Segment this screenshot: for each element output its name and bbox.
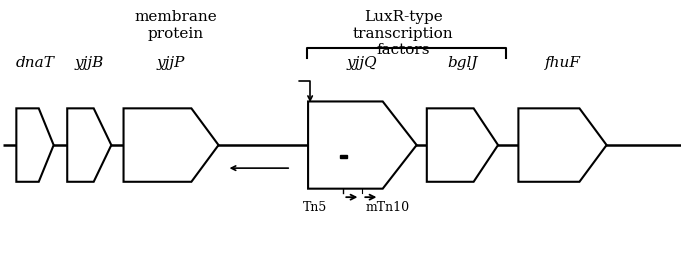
Point — [502, 66, 510, 69]
Text: dnaT: dnaT — [16, 56, 55, 70]
Polygon shape — [308, 101, 417, 189]
Polygon shape — [518, 108, 607, 182]
Text: yjjP: yjjP — [157, 56, 185, 70]
Text: LuxR-type
transcription
factors: LuxR-type transcription factors — [353, 10, 453, 57]
Point — [339, 166, 347, 169]
Text: yjjQ: yjjQ — [347, 56, 378, 70]
Text: yjjB: yjjB — [75, 56, 104, 70]
Bar — [340, 155, 347, 158]
Point — [339, 197, 347, 200]
Point — [358, 163, 367, 166]
Polygon shape — [16, 108, 53, 182]
Text: mTn10: mTn10 — [366, 201, 410, 214]
Text: Tn5: Tn5 — [303, 201, 327, 214]
Point — [302, 66, 311, 69]
Line: 4 pts: 4 pts — [306, 48, 506, 58]
Point — [302, 75, 311, 78]
Text: bglJ: bglJ — [447, 56, 478, 70]
Polygon shape — [427, 108, 498, 182]
Polygon shape — [124, 108, 218, 182]
Polygon shape — [67, 108, 111, 182]
Point — [358, 197, 367, 200]
Text: fhuF: fhuF — [544, 56, 581, 70]
Text: membrane
protein: membrane protein — [135, 10, 217, 41]
Point — [502, 75, 510, 78]
